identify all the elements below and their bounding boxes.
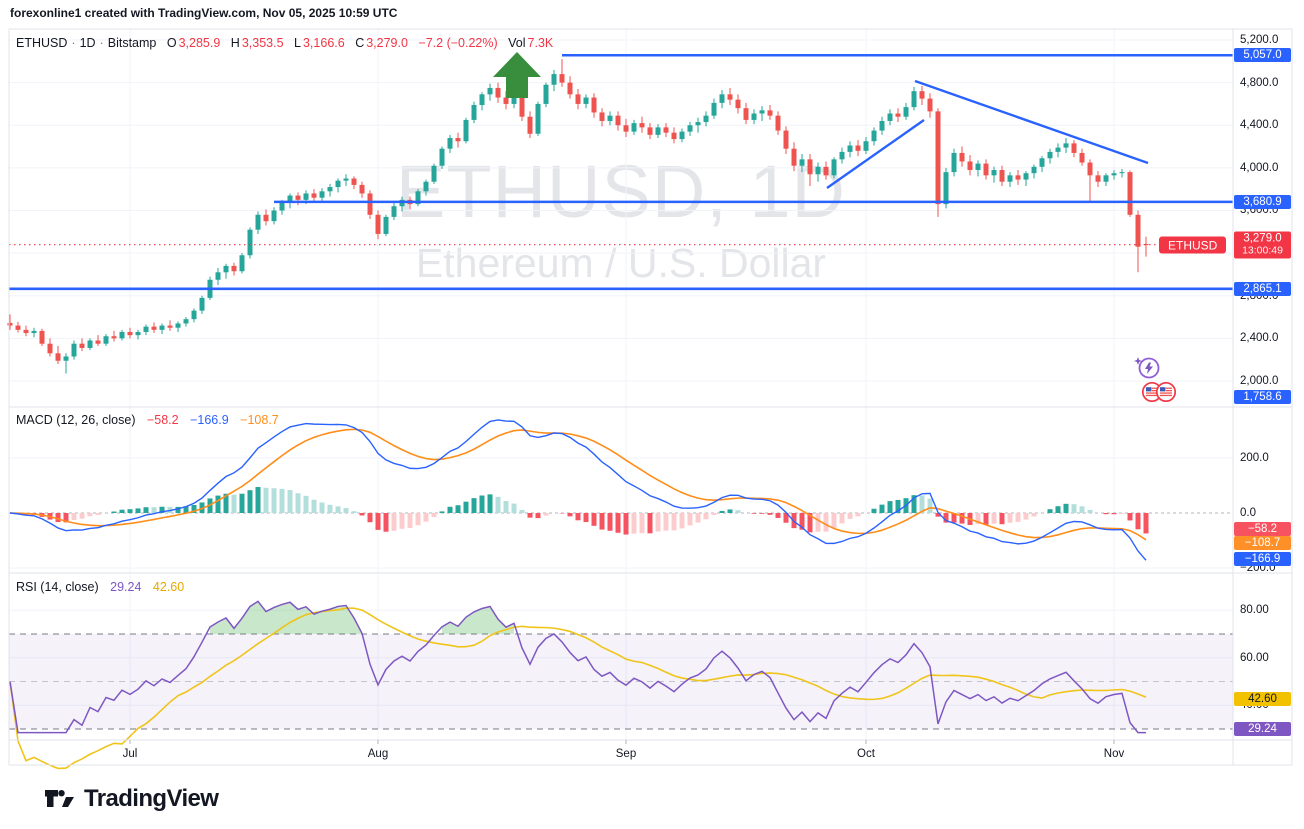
rsi-tick-label: 60.00 [1240,651,1269,664]
high-label: H [230,36,240,50]
time-axis-label-oct: Oct [857,748,875,760]
time-axis-label-sep: Sep [615,748,637,760]
rsi-legend[interactable]: RSI (14, close) 29.24 42.60 [16,580,184,594]
us-economic-event-icons[interactable] [1141,381,1177,403]
macd-histogram [15,487,1149,535]
legend-separator: · [99,36,104,50]
price-tick-label: 4,000.0 [1240,161,1279,174]
open-value: 3,285.9 [178,36,221,50]
open-label: O [166,36,177,50]
volume-label: Vol [508,36,526,50]
candlestick-series [7,59,1149,374]
macd-legend[interactable]: MACD (12, 26, close) −58.2 −166.9 −108.7 [16,413,279,427]
legend-interval: 1D [79,36,96,50]
time-axis-label-jul: Jul [122,748,138,760]
rsi-value-badge: 29.24 [1234,722,1291,736]
rsi-value: 29.24 [110,580,142,594]
macd-lines [9,419,1147,561]
macd-line-value: −166.9 [190,413,229,427]
price-level-badge: 2,865.1 [1234,281,1291,296]
macd-title: MACD (12, 26, close) [16,413,136,427]
change-value: −7.2 (−0.22%) [418,36,498,50]
rsi-value-badge: 42.60 [1234,692,1291,707]
grid-lines [9,29,1233,740]
price-level-badge: 1,758.6 [1234,390,1291,404]
price-tick-label: 4,800.0 [1240,76,1279,89]
last-price-badge: 3,279.0 13:00:49 [1234,231,1291,259]
macd-histogram-value: −58.2 [146,413,179,427]
drawing-tools[interactable] [9,52,1233,291]
legend-exchange: Bitstamp [107,36,157,50]
legend-separator: · [71,36,76,50]
flash-event-icon[interactable] [1134,355,1162,382]
rsi-band [9,512,1233,730]
time-axis-label-aug: Aug [367,748,389,760]
tradingview-logo-text: TradingView [84,785,219,812]
symbol-legend[interactable]: ETHUSD · 1D · Bitstamp O 3,285.9 H 3,353.5 L 3,… [16,36,553,50]
time-axis-label-nov: Nov [1103,748,1125,760]
tradingview-logo[interactable]: TradingView [45,785,219,813]
low-value: 3,166.6 [302,36,345,50]
rsi-ma-value: 42.60 [152,580,185,594]
price-tick-label: 5,200.0 [1240,34,1279,46]
high-value: 3,353.5 [241,36,284,50]
price-tick-label: 4,400.0 [1240,119,1279,132]
macd-signal-value: −108.7 [240,413,279,427]
macd-tick-label: 0.0 [1240,507,1256,519]
macd-tick-label: 200.0 [1240,452,1269,464]
credit-line: forexonline1 created with TradingView.co… [10,6,398,20]
close-label: C [355,36,365,50]
rsi-lines [9,600,1147,770]
volume-value: 7.3K [527,36,554,50]
close-value: 3,279.0 [366,36,408,50]
tradingview-logo-icon [45,790,74,807]
rsi-tick-label: 80.00 [1240,604,1269,617]
legend-symbol: ETHUSD [16,36,68,50]
rsi-title: RSI (14, close) [16,580,99,594]
countdown-timer: 13:00:49 [1242,244,1283,257]
macd-value-badge: −58.2 [1234,522,1291,536]
price-line-symbol-marker: ETHUSD [1159,236,1227,254]
price-tick-label: 2,400.0 [1240,332,1279,345]
us-flag-icon [1141,381,1163,403]
low-label: L [294,36,301,50]
macd-value-badge: −108.7 [1234,535,1291,550]
chart-frame [8,28,1293,766]
price-level-badge: 5,057.0 [1234,48,1291,63]
price-level-badge: 3,680.9 [1234,194,1291,209]
us-flag-icon [1155,381,1177,403]
price-tick-label: 2,000.0 [1240,374,1279,387]
macd-value-badge: −166.9 [1234,551,1291,566]
up-arrow-marker [493,52,541,98]
